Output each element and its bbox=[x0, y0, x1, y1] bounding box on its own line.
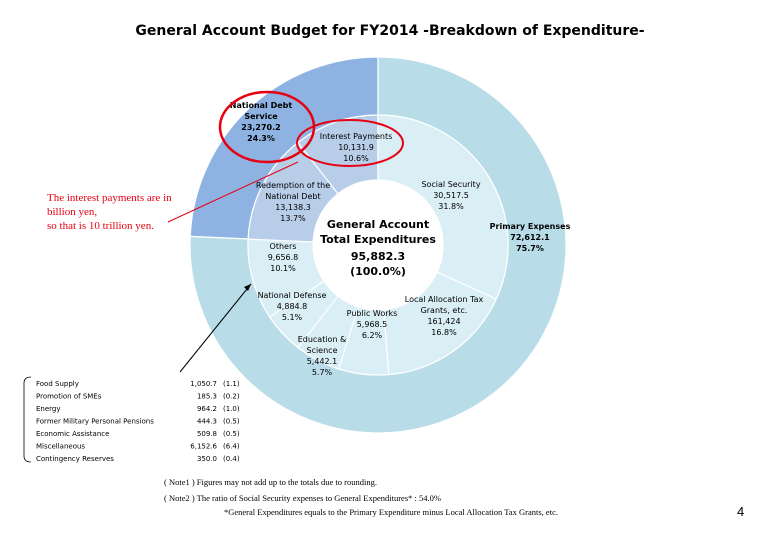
center-hole bbox=[313, 180, 443, 310]
label-redemption-name-0: Redemption of the bbox=[256, 181, 330, 190]
note-1: ( Note1 ) Figures may not add up to the … bbox=[164, 477, 377, 487]
breakdown-value-2: 964.2 bbox=[197, 405, 217, 413]
chart-title: General Account Budget for FY2014 -Break… bbox=[135, 23, 644, 39]
page-number: 4 bbox=[737, 504, 744, 519]
label-others-value: 9,656.8 bbox=[268, 253, 299, 262]
label-others-name-0: Others bbox=[270, 242, 297, 251]
label-local-pct: 16.8% bbox=[431, 328, 457, 337]
others-pointer-arrowhead bbox=[244, 284, 251, 291]
label-national_debt-value: 23,270.2 bbox=[241, 123, 280, 132]
breakdown-pct-6: (0.4) bbox=[223, 455, 240, 463]
label-social-value: 30,517.5 bbox=[433, 191, 469, 200]
center-line2: Total Expenditures bbox=[320, 233, 436, 246]
label-public-value: 5,968.5 bbox=[357, 320, 388, 329]
breakdown-label-3: Former Military Personal Pensions bbox=[36, 418, 154, 426]
callout-line bbox=[167, 161, 299, 223]
breakdown-label-1: Promotion of SMEs bbox=[36, 393, 102, 401]
label-primary-pct: 75.7% bbox=[516, 244, 544, 253]
label-redemption-name-1: National Debt bbox=[265, 192, 320, 201]
breakdown-label-5: Miscellaneous bbox=[36, 443, 85, 451]
label-education-value: 5,442.1 bbox=[307, 357, 338, 366]
breakdown-label-4: Economic Assistance bbox=[36, 430, 109, 438]
label-public-name-0: Public Works bbox=[347, 309, 398, 318]
breakdown-pct-1: (0.2) bbox=[223, 393, 240, 401]
note-2: ( Note2 ) The ratio of Social Security e… bbox=[164, 493, 441, 503]
breakdown-value-1: 185.3 bbox=[197, 393, 217, 401]
center-labels: General Account Total Expenditures 95,882.… bbox=[320, 218, 436, 278]
label-national_debt-pct: 24.3% bbox=[247, 134, 275, 143]
breakdown-bracket bbox=[23, 376, 32, 463]
callout-line-0: The interest payments are in bbox=[47, 192, 172, 204]
label-education-name-0: Education & bbox=[298, 335, 347, 344]
others-pointer-line bbox=[179, 283, 252, 373]
note-3: *General Expenditures equals to the Prim… bbox=[224, 507, 558, 517]
label-interest-value: 10,131.9 bbox=[338, 143, 374, 152]
breakdown-label-0: Food Supply bbox=[36, 380, 79, 388]
label-education-pct: 5.7% bbox=[312, 368, 333, 377]
label-local-value: 161,424 bbox=[427, 317, 460, 326]
breakdown-pct-5: (6.4) bbox=[223, 443, 240, 451]
callout-text: The interest payments are in billion yen,… bbox=[47, 192, 172, 232]
label-interest-name-0: Interest Payments bbox=[320, 132, 393, 141]
inner-ring bbox=[247, 114, 509, 376]
interest-highlight bbox=[296, 119, 404, 167]
label-redemption-value: 13,138.3 bbox=[275, 203, 311, 212]
breakdown-pct-3: (0.5) bbox=[223, 418, 240, 426]
label-public-pct: 6.2% bbox=[362, 331, 383, 340]
label-social-pct: 31.8% bbox=[438, 202, 464, 211]
label-national_debt-name-0: National Debt bbox=[230, 101, 293, 110]
label-local-name-1: Grants, etc. bbox=[421, 306, 468, 315]
label-redemption-pct: 13.7% bbox=[280, 214, 306, 223]
breakdown-pct-0: (1.1) bbox=[223, 380, 240, 388]
label-others-pct: 10.1% bbox=[270, 264, 296, 273]
label-primary-value: 72,612.1 bbox=[510, 233, 550, 242]
center-value: 95,882.3 bbox=[351, 250, 405, 263]
breakdown-label-2: Energy bbox=[36, 405, 61, 413]
label-interest-pct: 10.6% bbox=[343, 154, 369, 163]
breakdown-value-5: 6,152.6 bbox=[190, 443, 217, 451]
segment-labels: National Debt Service 23,270.2 24.3% Primary… bbox=[230, 101, 571, 377]
breakdown-value-4: 509.8 bbox=[197, 430, 217, 438]
breakdown-label-6: Contingency Reserves bbox=[36, 455, 114, 463]
label-social-name-0: Social Security bbox=[421, 180, 480, 189]
callout-line-1: billion yen, bbox=[47, 206, 97, 218]
label-defense-pct: 5.1% bbox=[282, 313, 303, 322]
others-breakdown-table: Food Supply 1,050.7 (1.1) Promotion of SMEs… bbox=[36, 380, 240, 463]
callout-line-2: so that is 10 trillion yen. bbox=[47, 220, 154, 232]
breakdown-value-3: 444.3 bbox=[197, 418, 217, 426]
breakdown-pct-4: (0.5) bbox=[223, 430, 240, 438]
label-national_debt-name-1: Service bbox=[244, 112, 278, 121]
breakdown-value-6: 350.0 bbox=[197, 455, 217, 463]
label-local-name-0: Local Allocation Tax bbox=[405, 295, 484, 304]
center-pct: (100.0%) bbox=[350, 265, 406, 278]
label-defense-name-0: National Defense bbox=[258, 291, 327, 300]
label-primary-name-0: Primary Expenses bbox=[490, 222, 571, 231]
breakdown-pct-2: (1.0) bbox=[223, 405, 240, 413]
breakdown-value-0: 1,050.7 bbox=[190, 380, 217, 388]
center-line1: General Account bbox=[327, 218, 429, 231]
label-defense-value: 4,884.8 bbox=[277, 302, 308, 311]
label-education-name-1: Science bbox=[306, 346, 337, 355]
